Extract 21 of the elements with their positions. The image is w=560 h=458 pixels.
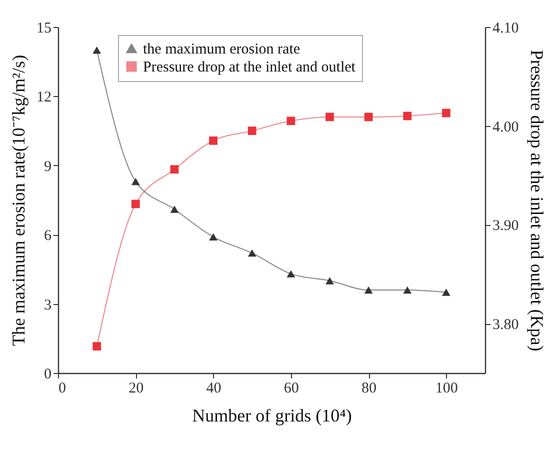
x-tick-label: 40 — [206, 380, 222, 396]
y2-axis-title: Pressure drop at the inlet and outlet (Kpa) — [526, 50, 547, 352]
y2-tick-label: 4.10 — [492, 20, 519, 36]
y-tick-label: 6 — [44, 228, 52, 244]
y-axis-title: The maximum erosion rate(10⁻⁷kg/m²/s) — [8, 54, 28, 346]
y2-tick-label: 3.80 — [492, 317, 519, 334]
y-tick-label: 3 — [44, 297, 52, 314]
y-tick-label: 12 — [36, 90, 52, 106]
x-tick-label: 100 — [435, 380, 458, 396]
x-tick-label: 20 — [128, 380, 144, 396]
x-tick-label: 60 — [284, 380, 299, 396]
x-axis-title: Number of grids (10⁴) — [192, 406, 352, 426]
y2-tick-label: 4.00 — [492, 119, 519, 136]
x-tick-label: 0 — [58, 380, 66, 396]
x-tick-label: 80 — [362, 380, 377, 396]
legend-label: Pressure drop at the inlet and outlet — [143, 60, 356, 76]
legend-label: the maximum erosion rate — [143, 42, 300, 58]
y-tick-label: 9 — [44, 158, 52, 175]
y-tick-label: 0 — [44, 366, 52, 382]
y-tick-label: 15 — [36, 20, 52, 36]
y2-tick-label: 3.90 — [492, 218, 519, 234]
